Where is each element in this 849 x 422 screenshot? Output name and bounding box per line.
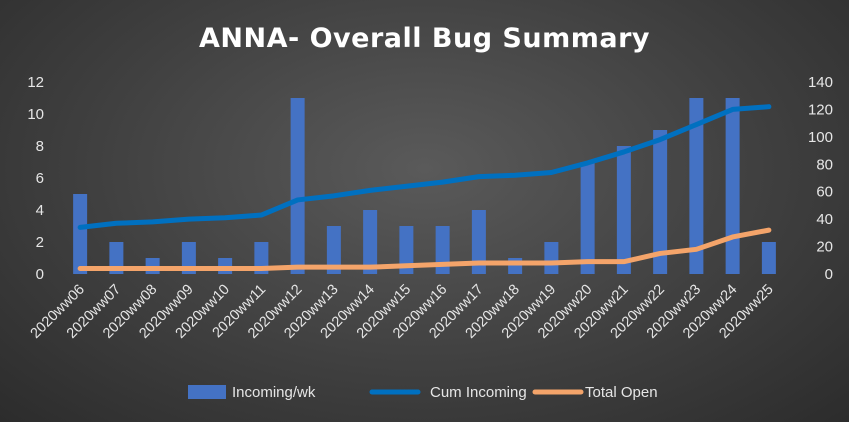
bar-2020ww20 xyxy=(580,162,595,274)
y-left-tick-label: 0 xyxy=(36,266,44,283)
y-left-tick-label: 6 xyxy=(36,170,44,187)
chart-title: ANNA- Overall Bug Summary xyxy=(199,23,650,54)
y-right-tick-label: 140 xyxy=(808,74,833,91)
bar-2020ww14 xyxy=(363,210,378,274)
bar-2020ww22 xyxy=(653,130,668,274)
bar-2020ww13 xyxy=(326,226,341,274)
y-left-tick-label: 10 xyxy=(27,106,44,123)
y-right-tick-label: 0 xyxy=(825,266,833,283)
bar-2020ww17 xyxy=(471,210,486,274)
y-left-tick-label: 4 xyxy=(36,202,44,219)
bar-2020ww10 xyxy=(218,258,233,274)
legend-label: Total Open xyxy=(585,384,658,401)
legend-swatch-bar xyxy=(188,385,226,399)
y-right-tick-label: 60 xyxy=(816,184,833,201)
bar-2020ww18 xyxy=(508,258,523,274)
bar-2020ww19 xyxy=(544,242,559,274)
bar-2020ww25 xyxy=(761,242,776,274)
line-total-open xyxy=(77,227,772,272)
bar-2020ww07 xyxy=(109,242,124,274)
bar-2020ww08 xyxy=(145,258,160,274)
bar-2020ww12 xyxy=(290,98,305,274)
bar-2020ww09 xyxy=(181,242,196,274)
y-right-tick-label: 20 xyxy=(816,239,833,256)
bar-2020ww24 xyxy=(725,98,740,274)
legend-label: Cum Incoming xyxy=(430,384,527,401)
bar-2020ww23 xyxy=(689,98,704,274)
line-cum-incoming xyxy=(77,104,772,230)
legend-label: Incoming/wk xyxy=(232,384,316,401)
y-right-tick-label: 120 xyxy=(808,101,833,118)
bar-2020ww06 xyxy=(73,194,88,274)
bar-2020ww21 xyxy=(616,146,631,274)
y-right-tick-label: 40 xyxy=(816,211,833,228)
y-left-tick-label: 8 xyxy=(36,138,44,155)
y-right-tick-label: 100 xyxy=(808,129,833,146)
y-left-tick-label: 12 xyxy=(27,74,44,91)
y-left-tick-label: 2 xyxy=(36,234,44,251)
bar-2020ww15 xyxy=(399,226,414,274)
y-right-tick-label: 80 xyxy=(816,156,833,173)
